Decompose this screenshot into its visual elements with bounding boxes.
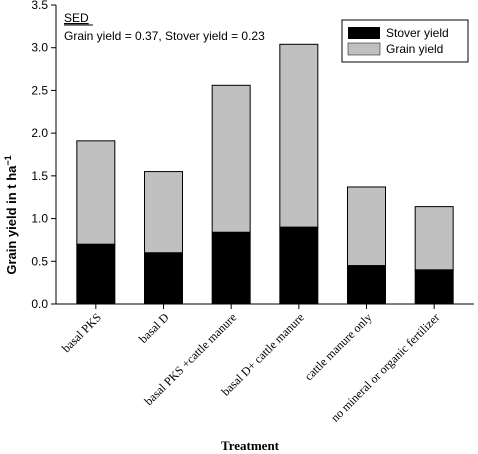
x-tick-label: basal PKS: [59, 310, 104, 355]
bar-stover: [144, 252, 183, 305]
y-tick-label: 3.0: [31, 41, 48, 55]
x-tick-label: cattle manure only: [302, 310, 375, 383]
bar-stover: [414, 269, 454, 305]
bar-stover: [211, 231, 251, 305]
x-tick-label: basal D: [136, 310, 172, 346]
legend: Stover yield Grain yield: [341, 19, 469, 63]
y-tick-label: 0.5: [31, 254, 48, 268]
y-tick-label: 2.5: [31, 83, 48, 97]
x-tick-label: no mineral or organic fertilizer: [328, 310, 442, 424]
bar-grain: [211, 84, 251, 233]
bar-stover: [347, 265, 386, 305]
bar-grain: [347, 186, 386, 267]
y-tick-label: 1.5: [31, 169, 48, 183]
sed-title: SED: [64, 11, 89, 25]
y-tick-label: 1.0: [31, 212, 48, 226]
bar-stover: [279, 226, 319, 305]
y-tick-label: 0.0: [31, 297, 48, 311]
bar-grain: [279, 43, 319, 228]
legend-label-grain: Grain yield: [386, 42, 443, 56]
y-axis-label: Grain yield in t ha−1: [3, 155, 19, 274]
sed-values: Grain yield = 0.37, Stover yield = 0.23: [64, 29, 265, 43]
x-axis-label: Treatment: [221, 438, 280, 453]
bar-grain: [414, 206, 454, 271]
legend-label-stover: Stover yield: [386, 26, 449, 40]
legend-swatch-stover: [348, 27, 380, 39]
bar-grain: [144, 171, 183, 254]
bar-grain: [76, 140, 116, 245]
plot-area: 0.0 0.5 1.0 1.5 2.0 2.5 3.0 3.5 basal PKS basal D…: [31, 0, 474, 425]
y-tick-label: 2.0: [31, 126, 48, 140]
y-tick-label: 3.5: [31, 0, 48, 12]
legend-swatch-grain: [347, 42, 381, 56]
bar-stover: [76, 243, 116, 305]
